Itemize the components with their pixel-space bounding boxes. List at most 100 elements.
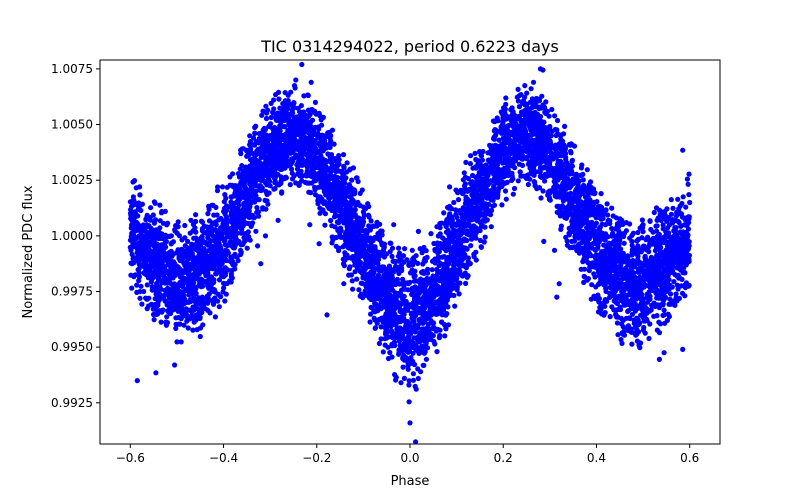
data-point xyxy=(195,306,201,312)
data-point xyxy=(427,290,434,296)
data-point xyxy=(350,165,356,171)
data-point xyxy=(647,237,653,243)
data-point xyxy=(490,203,496,209)
data-point xyxy=(336,153,342,159)
data-point xyxy=(516,104,523,110)
data-point xyxy=(344,160,350,166)
data-point xyxy=(569,158,575,164)
data-point xyxy=(558,139,564,145)
data-point xyxy=(518,92,524,98)
data-point xyxy=(406,382,412,388)
data-point xyxy=(522,83,528,89)
data-point xyxy=(430,333,436,339)
data-point xyxy=(469,236,475,242)
data-point xyxy=(482,234,488,240)
data-points xyxy=(127,61,693,445)
data-point xyxy=(250,198,256,204)
data-point xyxy=(451,199,457,206)
data-point xyxy=(671,279,677,285)
data-point xyxy=(660,312,666,318)
data-point xyxy=(563,154,569,160)
data-point xyxy=(549,106,555,113)
data-point xyxy=(159,309,165,315)
data-point xyxy=(630,230,637,236)
data-point xyxy=(584,239,591,245)
data-point xyxy=(618,246,624,252)
data-point xyxy=(129,285,135,291)
data-point xyxy=(680,194,686,200)
data-point xyxy=(610,213,616,219)
data-point xyxy=(609,205,615,211)
data-point xyxy=(521,173,527,179)
data-point xyxy=(437,327,443,333)
data-point xyxy=(322,222,328,228)
data-point xyxy=(409,291,415,298)
data-point xyxy=(163,322,169,328)
data-point xyxy=(317,205,323,211)
data-point xyxy=(237,173,243,179)
data-point xyxy=(602,310,608,316)
data-point xyxy=(341,163,347,169)
data-point xyxy=(347,194,353,200)
data-point xyxy=(273,92,279,98)
data-point xyxy=(254,205,260,211)
data-point xyxy=(458,210,464,217)
data-point xyxy=(640,229,646,235)
data-point xyxy=(365,201,371,207)
data-point xyxy=(445,322,452,328)
data-point xyxy=(150,212,156,218)
data-point xyxy=(197,333,203,340)
data-point xyxy=(206,206,212,212)
data-point xyxy=(629,341,635,347)
data-point xyxy=(138,283,144,289)
data-point xyxy=(463,280,469,286)
data-point xyxy=(653,223,659,229)
data-point xyxy=(349,278,355,284)
data-point xyxy=(461,170,467,176)
data-point xyxy=(554,117,561,124)
data-point xyxy=(437,332,443,339)
data-point xyxy=(423,248,429,254)
data-point xyxy=(362,292,368,298)
data-point xyxy=(638,312,644,318)
data-point xyxy=(276,96,282,102)
data-point xyxy=(660,260,666,266)
data-point xyxy=(215,184,221,190)
data-point xyxy=(331,141,337,147)
data-point xyxy=(462,270,468,276)
data-point xyxy=(619,340,625,346)
data-point xyxy=(175,321,181,327)
data-point xyxy=(548,149,554,155)
data-point xyxy=(184,318,190,324)
data-point xyxy=(675,218,681,224)
data-point xyxy=(220,289,226,295)
data-point xyxy=(216,277,223,283)
data-point xyxy=(482,224,488,230)
data-point xyxy=(212,314,218,320)
data-point xyxy=(613,312,619,318)
data-point xyxy=(399,299,405,306)
data-point xyxy=(634,238,640,244)
data-point xyxy=(686,252,693,259)
data-point xyxy=(434,266,440,273)
data-point xyxy=(158,286,164,292)
data-point xyxy=(312,187,318,193)
data-point xyxy=(185,299,191,305)
data-point xyxy=(539,93,545,99)
data-point xyxy=(611,307,617,313)
data-point xyxy=(315,198,321,204)
data-point xyxy=(657,208,664,214)
data-point xyxy=(356,287,362,293)
data-point xyxy=(244,148,250,154)
data-point xyxy=(616,241,622,247)
data-point xyxy=(410,377,416,383)
data-point xyxy=(400,364,406,370)
data-point xyxy=(502,188,509,194)
data-point xyxy=(257,139,263,145)
data-point xyxy=(214,212,220,218)
data-point xyxy=(685,181,691,187)
data-point xyxy=(301,109,307,115)
data-point xyxy=(439,245,445,251)
data-point xyxy=(172,227,178,233)
